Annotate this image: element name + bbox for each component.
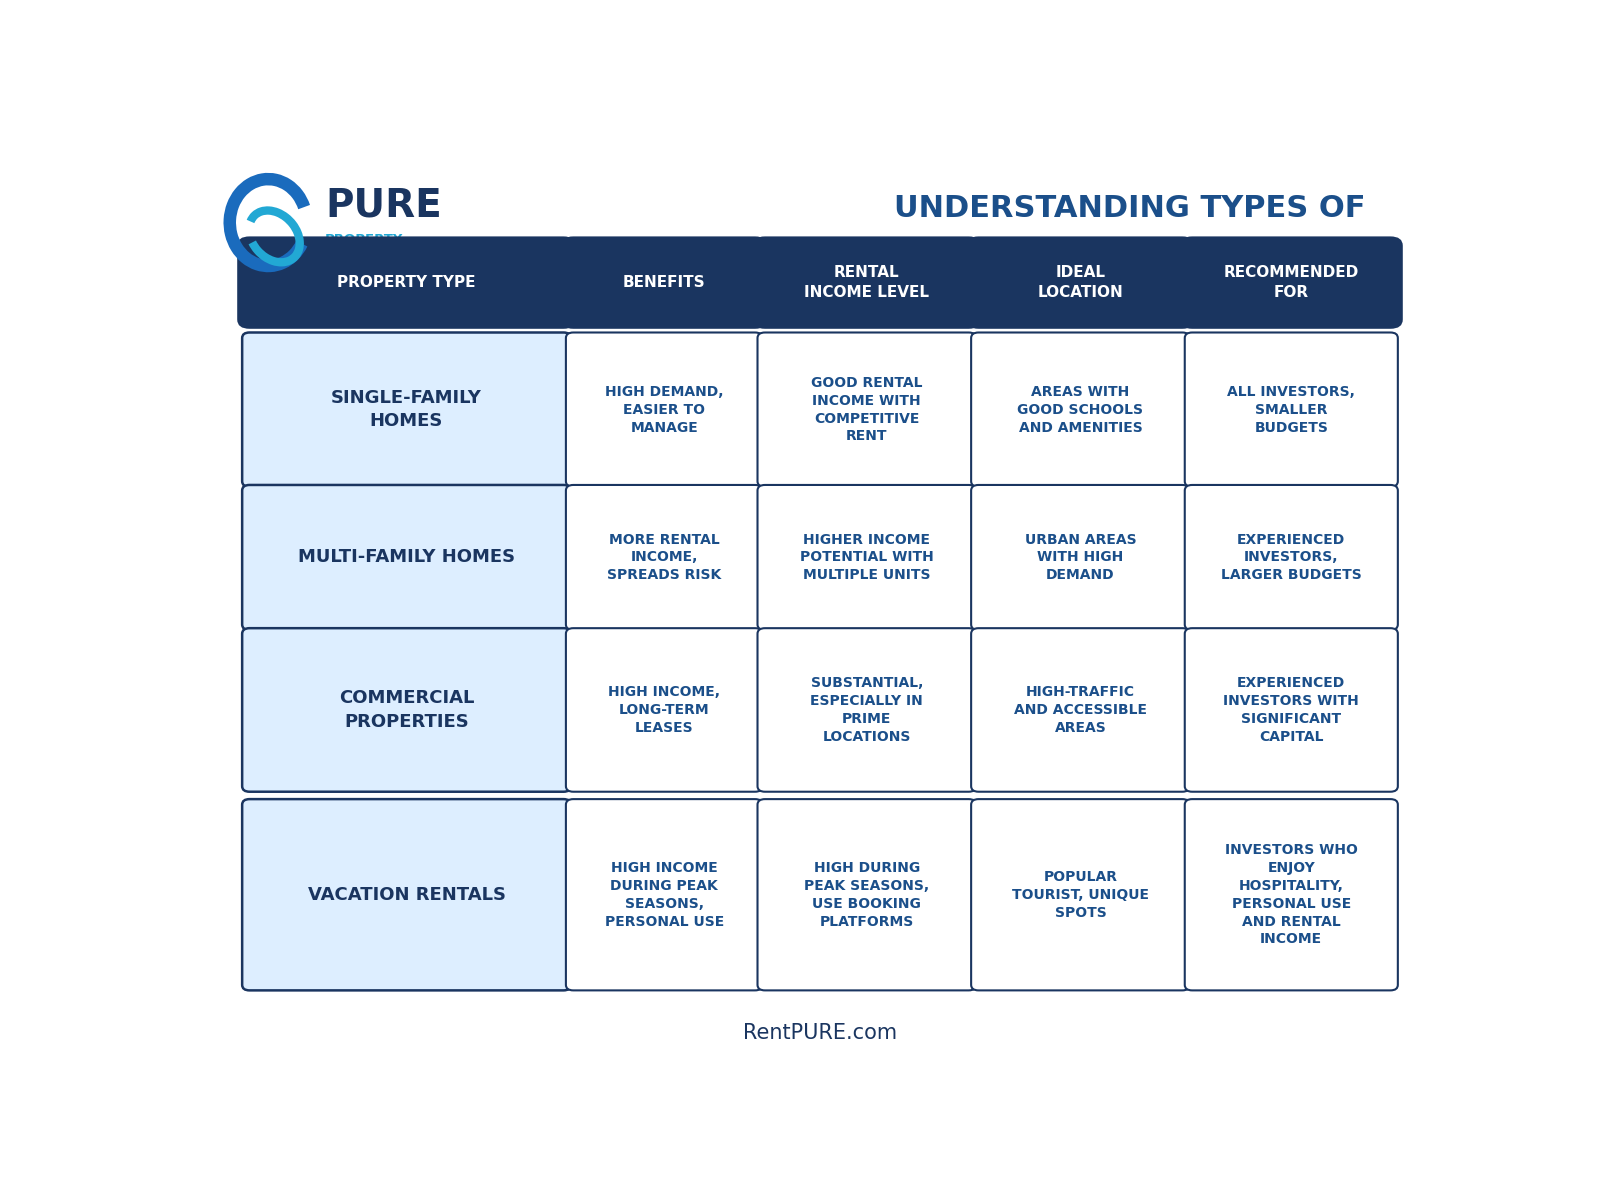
Text: RENTAL
INCOME LEVEL: RENTAL INCOME LEVEL <box>805 265 930 300</box>
FancyBboxPatch shape <box>1184 799 1398 990</box>
FancyBboxPatch shape <box>971 332 1190 487</box>
FancyBboxPatch shape <box>242 628 571 792</box>
Text: COMMERCIAL
PROPERTIES: COMMERCIAL PROPERTIES <box>339 689 474 731</box>
FancyBboxPatch shape <box>1184 628 1398 792</box>
Text: HIGH DURING
PEAK SEASONS,
USE BOOKING
PLATFORMS: HIGH DURING PEAK SEASONS, USE BOOKING PL… <box>805 860 930 929</box>
Text: SINGLE-FAMILY
HOMES: SINGLE-FAMILY HOMES <box>331 389 482 431</box>
FancyBboxPatch shape <box>971 485 1190 630</box>
Text: HIGHER INCOME
POTENTIAL WITH
MULTIPLE UNITS: HIGHER INCOME POTENTIAL WITH MULTIPLE UN… <box>800 533 934 582</box>
Text: POPULAR
TOURIST, UNIQUE
SPOTS: POPULAR TOURIST, UNIQUE SPOTS <box>1011 870 1149 919</box>
FancyBboxPatch shape <box>757 485 976 630</box>
Text: MULTI-FAMILY HOMES: MULTI-FAMILY HOMES <box>298 548 515 566</box>
FancyBboxPatch shape <box>1184 485 1398 630</box>
FancyBboxPatch shape <box>566 628 763 792</box>
FancyBboxPatch shape <box>971 628 1190 792</box>
FancyBboxPatch shape <box>242 332 571 487</box>
FancyBboxPatch shape <box>566 485 763 630</box>
Text: RECOMMENDED
FOR: RECOMMENDED FOR <box>1224 265 1358 300</box>
FancyBboxPatch shape <box>242 485 571 630</box>
Text: URBAN AREAS
WITH HIGH
DEMAND: URBAN AREAS WITH HIGH DEMAND <box>1024 533 1136 582</box>
FancyBboxPatch shape <box>562 236 768 329</box>
FancyBboxPatch shape <box>752 236 981 329</box>
Text: BENEFITS: BENEFITS <box>622 275 706 290</box>
Text: HIGH DEMAND,
EASIER TO
MANAGE: HIGH DEMAND, EASIER TO MANAGE <box>605 385 723 434</box>
Text: VACATION RENTALS: VACATION RENTALS <box>307 886 506 904</box>
FancyBboxPatch shape <box>566 799 763 990</box>
Text: AREAS WITH
GOOD SCHOOLS
AND AMENITIES: AREAS WITH GOOD SCHOOLS AND AMENITIES <box>1018 385 1144 434</box>
Text: MANAGEMENT: MANAGEMENT <box>325 250 432 263</box>
Text: GOOD RENTAL
INCOME WITH
COMPETITIVE
RENT: GOOD RENTAL INCOME WITH COMPETITIVE RENT <box>811 376 923 444</box>
Text: HIGH INCOME,
LONG-TERM
LEASES: HIGH INCOME, LONG-TERM LEASES <box>608 685 720 734</box>
Text: HIGH INCOME
DURING PEAK
SEASONS,
PERSONAL USE: HIGH INCOME DURING PEAK SEASONS, PERSONA… <box>605 860 723 929</box>
Text: IDEAL
LOCATION: IDEAL LOCATION <box>1037 265 1123 300</box>
FancyBboxPatch shape <box>757 799 976 990</box>
FancyBboxPatch shape <box>971 799 1190 990</box>
Text: SUBSTANTIAL,
ESPECIALLY IN
PRIME
LOCATIONS: SUBSTANTIAL, ESPECIALLY IN PRIME LOCATIO… <box>811 676 923 744</box>
Text: ALL INVESTORS,
SMALLER
BUDGETS: ALL INVESTORS, SMALLER BUDGETS <box>1227 385 1355 434</box>
Text: PROPERTIES: PROPERTIES <box>1024 235 1235 265</box>
FancyBboxPatch shape <box>566 332 763 487</box>
FancyBboxPatch shape <box>966 236 1195 329</box>
Text: MORE RENTAL
INCOME,
SPREADS RISK: MORE RENTAL INCOME, SPREADS RISK <box>606 533 722 582</box>
Text: EXPERIENCED
INVESTORS WITH
SIGNIFICANT
CAPITAL: EXPERIENCED INVESTORS WITH SIGNIFICANT C… <box>1224 676 1358 744</box>
FancyBboxPatch shape <box>1179 236 1403 329</box>
FancyBboxPatch shape <box>242 799 571 990</box>
FancyBboxPatch shape <box>237 236 576 329</box>
Text: RentPURE.com: RentPURE.com <box>742 1022 898 1043</box>
FancyBboxPatch shape <box>1184 332 1398 487</box>
Text: PROPERTY TYPE: PROPERTY TYPE <box>338 275 475 290</box>
FancyBboxPatch shape <box>757 628 976 792</box>
Text: PROPERTY: PROPERTY <box>325 233 403 246</box>
Text: EXPERIENCED
INVESTORS,
LARGER BUDGETS: EXPERIENCED INVESTORS, LARGER BUDGETS <box>1221 533 1362 582</box>
Text: HIGH-TRAFFIC
AND ACCESSIBLE
AREAS: HIGH-TRAFFIC AND ACCESSIBLE AREAS <box>1014 685 1147 734</box>
Text: UNDERSTANDING TYPES OF: UNDERSTANDING TYPES OF <box>894 194 1366 223</box>
Text: INVESTORS WHO
ENJOY
HOSPITALITY,
PERSONAL USE
AND RENTAL
INCOME: INVESTORS WHO ENJOY HOSPITALITY, PERSONA… <box>1226 844 1358 947</box>
Text: PURE: PURE <box>325 187 442 224</box>
FancyBboxPatch shape <box>757 332 976 487</box>
